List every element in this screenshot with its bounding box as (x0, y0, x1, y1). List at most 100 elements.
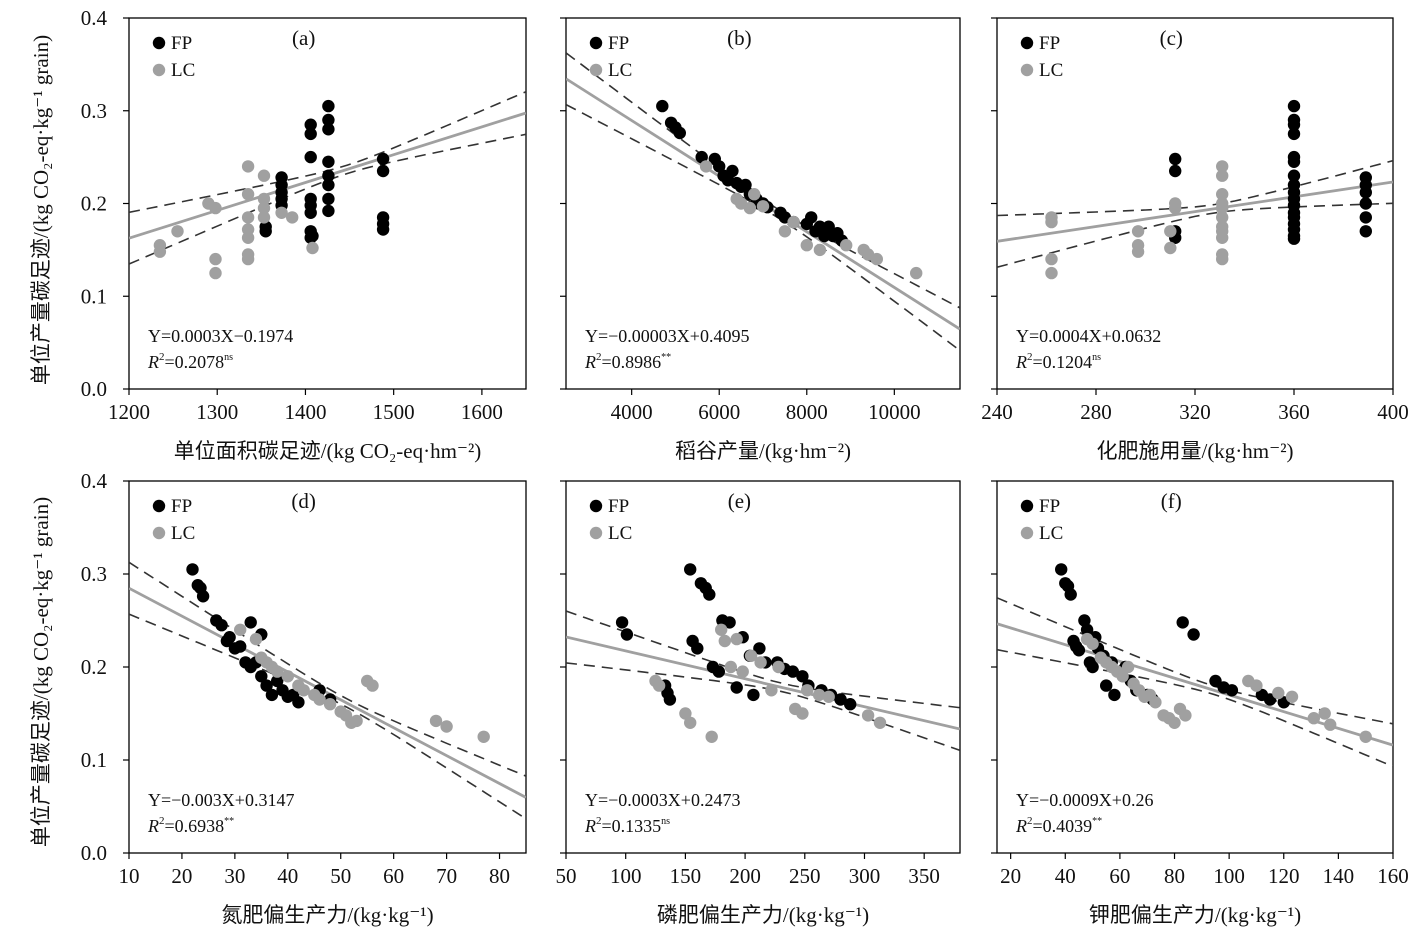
legend-label-lc: LC (608, 60, 632, 81)
data-point-fp (292, 696, 305, 709)
panel-b: 4000 6000 8000 10000 稻谷产量/(kg·hm⁻²) (b) FP LC Y=… (560, 17, 961, 463)
data-point-lc (772, 660, 785, 674)
data-point-fp (786, 665, 799, 678)
data-point-fp (813, 220, 827, 233)
legend-label-fp: FP (608, 496, 629, 517)
data-point-fp (322, 155, 335, 168)
x-tick-label: 50 (556, 864, 577, 888)
data-point-fp (255, 670, 268, 683)
data-point-fp (1287, 155, 1301, 168)
r-squared: R2=0.2078ns (147, 351, 233, 372)
data-point-fp (322, 204, 335, 218)
y-tick-label: 0.3 (81, 562, 107, 586)
data-point-fp (1080, 623, 1094, 636)
data-point-lc (744, 649, 758, 662)
x-tick-label: 400 (1377, 400, 1409, 424)
data-point-lc (313, 693, 326, 706)
data-point-fp (1072, 644, 1086, 657)
data-point-fp (1287, 118, 1301, 131)
ci-lower-line (129, 133, 526, 265)
regression-equation: Y=−0.0009X+0.26 (1016, 790, 1153, 810)
data-point-fp (1287, 127, 1301, 141)
data-point-fp (304, 150, 317, 164)
data-point-lc (257, 192, 271, 206)
data-point-fp (265, 688, 279, 702)
data-point-lc (1086, 637, 1099, 650)
regression-line (997, 180, 1393, 243)
x-tick-label: 60 (383, 864, 404, 888)
legend-label-lc: LC (171, 523, 195, 544)
data-point-lc (778, 225, 792, 238)
data-point-lc (754, 656, 767, 669)
fit-lines (997, 159, 1393, 268)
data-point-fp (753, 642, 766, 655)
data-point-lc (1131, 225, 1145, 238)
data-point-lc (1045, 266, 1058, 280)
data-point-fp (223, 631, 236, 644)
data-point-fp (322, 113, 335, 127)
data-point-lc (209, 201, 222, 215)
data-point-lc (1216, 252, 1229, 266)
x-tick-label: 4000 (611, 400, 653, 424)
data-point-fp (712, 665, 725, 678)
data-point-fp (1086, 660, 1099, 674)
x-tick-label: 350 (908, 864, 940, 888)
data-point-lc (275, 206, 288, 219)
data-point-fp (1225, 684, 1239, 697)
data-point-fp (322, 123, 335, 136)
data-point-fp (259, 220, 272, 233)
data-point-lc (873, 716, 887, 729)
data-point-lc (765, 684, 778, 697)
ci-lower-line (129, 613, 526, 820)
x-tick-label: 1200 (108, 400, 150, 424)
r-squared: R2=0.8986** (584, 351, 671, 372)
r-squared: R2=0.6938** (147, 815, 234, 836)
data-point-fp (818, 229, 831, 243)
y-axis-label-bottom: 单位产量碳足迹/(kg CO₂-eq·kg⁻¹ grain) (29, 496, 53, 848)
x-tick-label: 60 (1109, 864, 1130, 888)
data-point-fp (1078, 614, 1091, 627)
regression-equation: Y=0.0004X+0.0632 (1016, 326, 1161, 346)
data-point-fp (322, 178, 335, 192)
data-point-lc (736, 665, 749, 678)
data-point-fp (1064, 588, 1077, 601)
x-tick-label: 100 (1213, 864, 1245, 888)
data-point-fp (1187, 628, 1200, 641)
data-point-lc (684, 716, 697, 729)
data-point-lc (1250, 679, 1263, 692)
x-tick-label: 200 (729, 864, 761, 888)
x-tick-label: 1500 (373, 400, 415, 424)
r-squared: R2=0.4039** (1015, 815, 1102, 836)
data-point-lc (306, 241, 319, 255)
data-point-lc (1318, 707, 1331, 720)
legend-marker-lc (589, 526, 603, 540)
x-tick-label: 1400 (284, 400, 326, 424)
data-point-lc (241, 188, 255, 201)
data-point-lc (1121, 660, 1135, 674)
x-tick-label: 1600 (461, 400, 503, 424)
legend-label-lc: LC (1039, 523, 1063, 544)
r-squared: R2=0.1204ns (1015, 351, 1101, 372)
panel-title: (e) (728, 489, 751, 513)
data-point-lc (241, 160, 255, 173)
data-point-fp (322, 192, 335, 206)
data-point-fp (1287, 99, 1301, 113)
data-point-fp (656, 99, 669, 113)
data-point-lc (1272, 686, 1285, 700)
r-squared: R2=0.1335ns (584, 815, 670, 836)
legend-marker-fp (589, 36, 603, 50)
data-point-fp (730, 681, 743, 694)
x-tick-label: 20 (171, 864, 192, 888)
x-tick-label: 80 (1164, 864, 1185, 888)
data-point-fp (376, 164, 390, 178)
data-point-lc (1216, 211, 1229, 224)
x-tick-label: 100 (610, 864, 642, 888)
x-tick-label: 50 (330, 864, 351, 888)
data-point-lc (1164, 225, 1177, 238)
x-tick-label: 280 (1080, 400, 1112, 424)
y-tick-label: 0.0 (81, 377, 107, 401)
data-point-lc (429, 714, 443, 728)
x-tick-label: 6000 (698, 400, 740, 424)
data-point-lc (241, 231, 255, 244)
